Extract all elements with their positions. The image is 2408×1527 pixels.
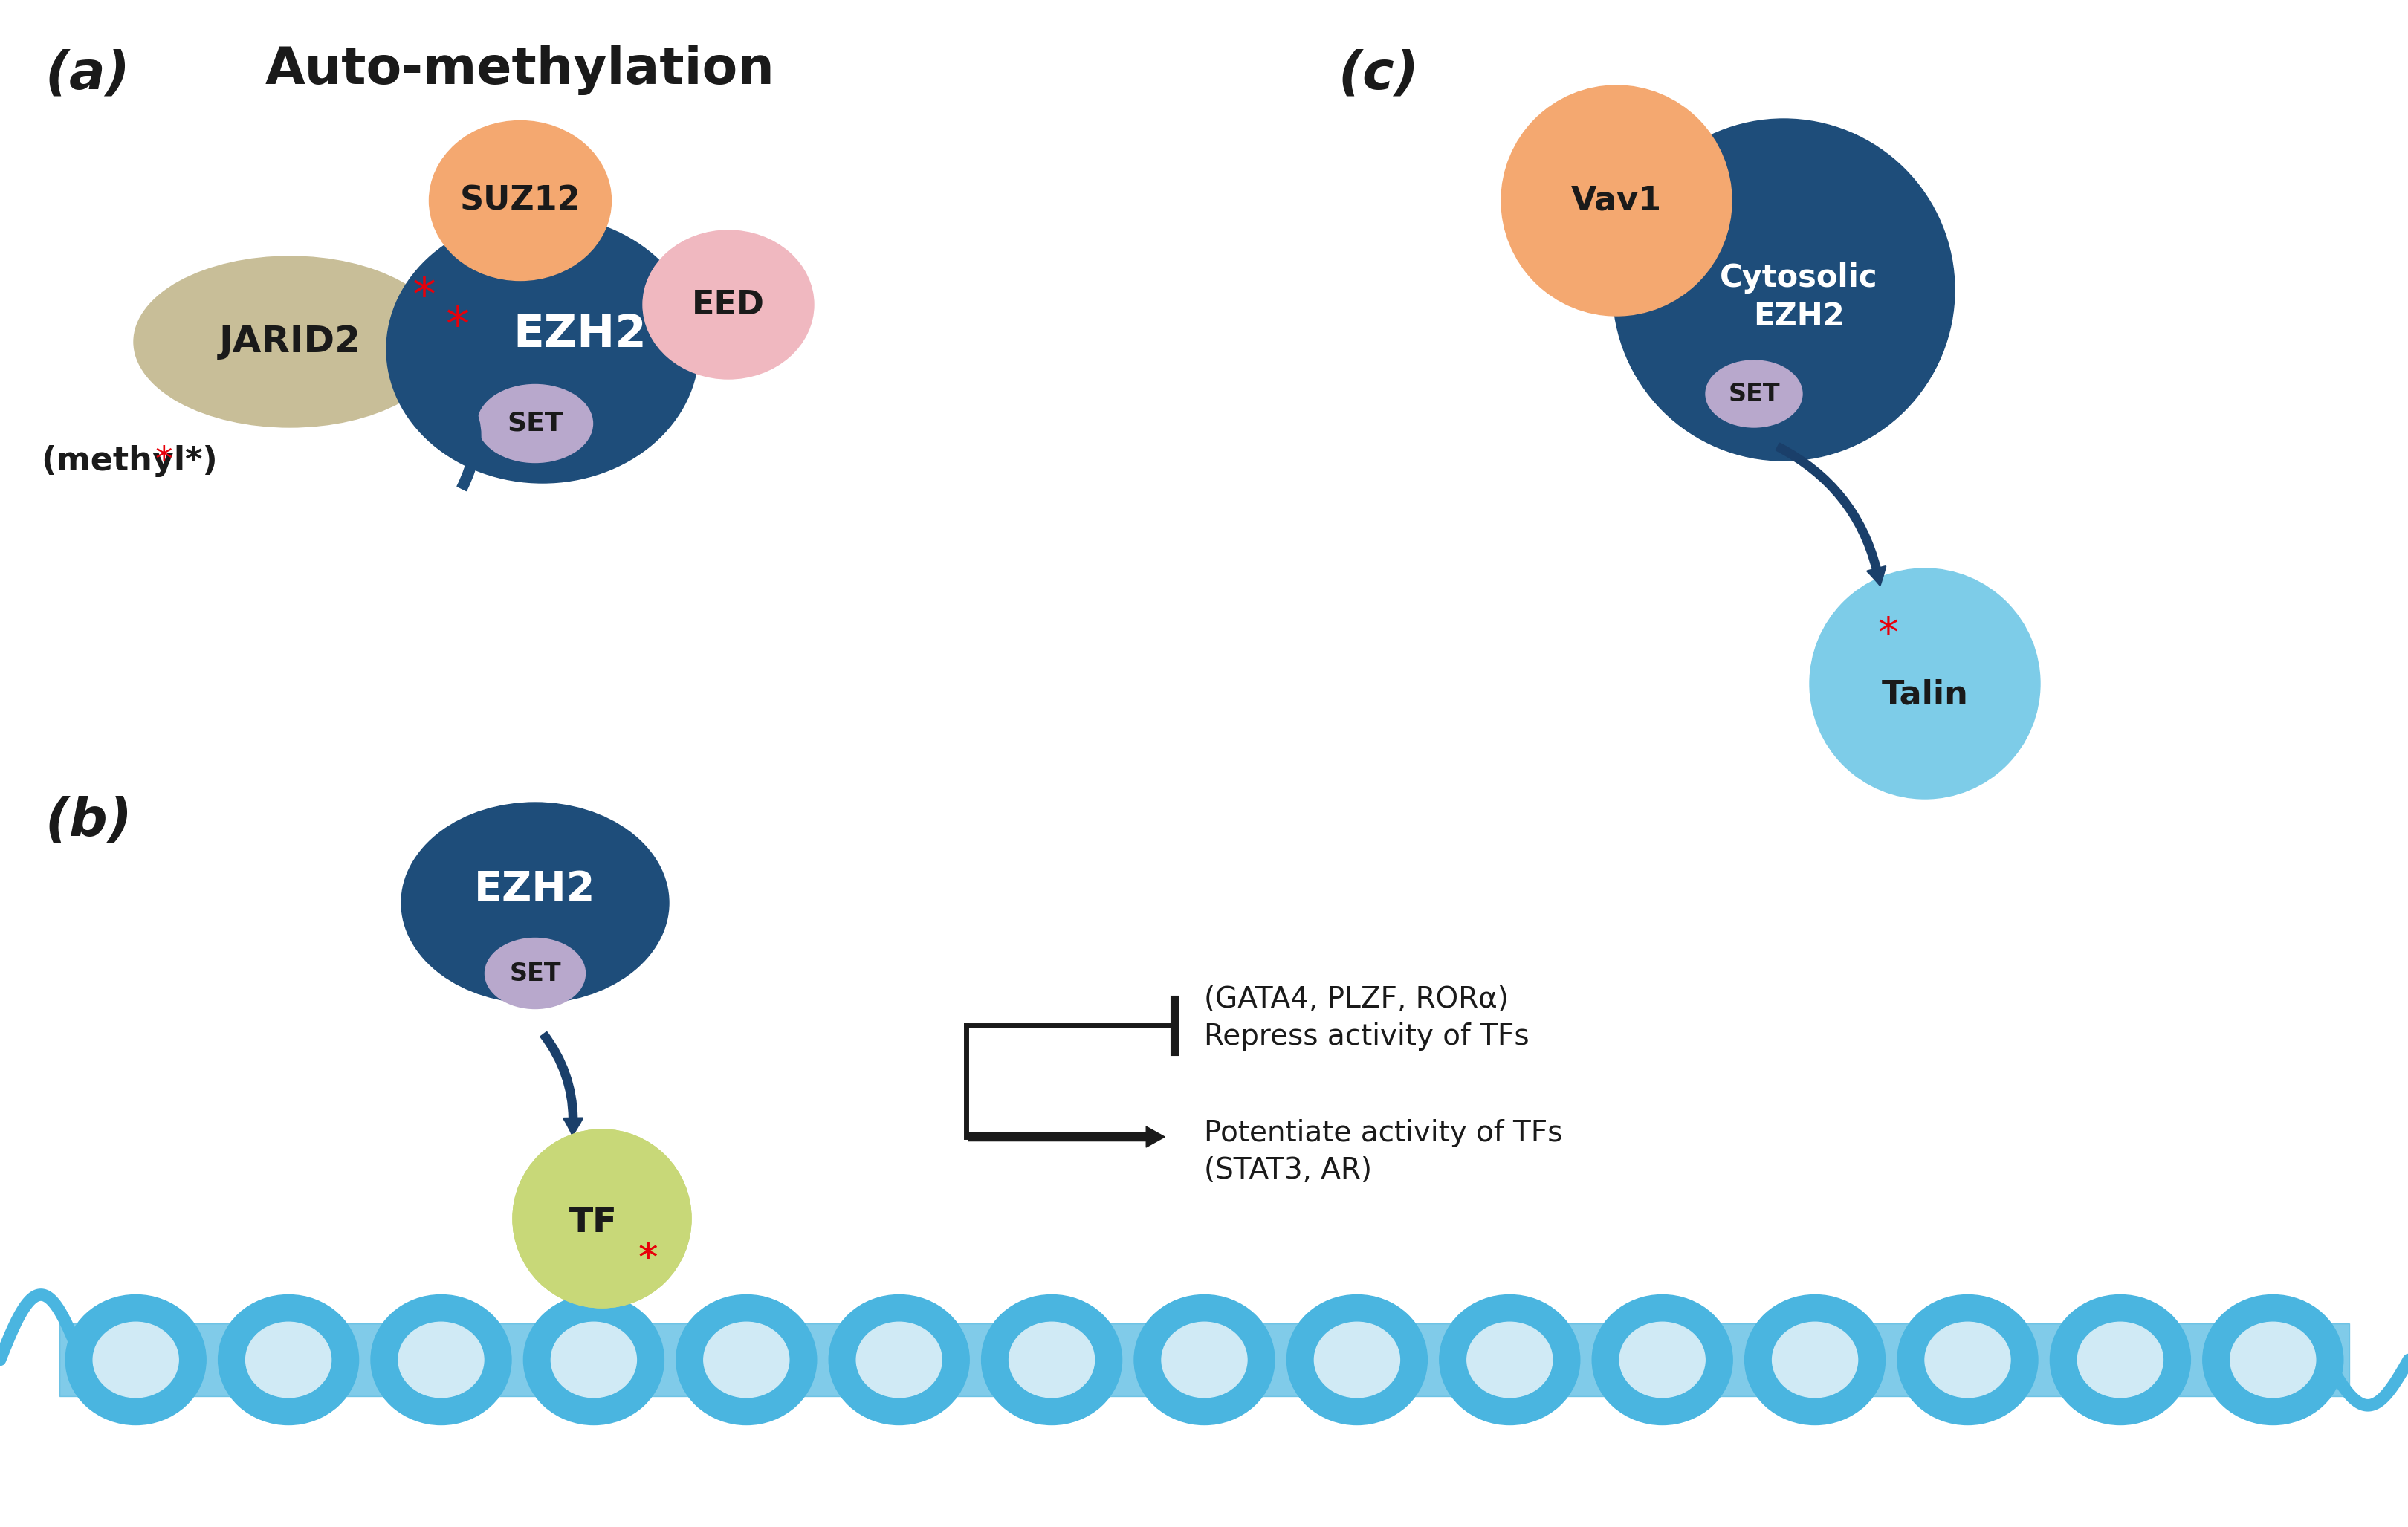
Text: SET: SET	[1727, 382, 1780, 406]
Text: TF: TF	[568, 1206, 616, 1238]
Text: Talin: Talin	[1881, 680, 1967, 710]
Ellipse shape	[857, 1322, 942, 1397]
Ellipse shape	[1592, 1295, 1731, 1425]
Ellipse shape	[429, 121, 612, 281]
Ellipse shape	[477, 385, 592, 463]
Ellipse shape	[2201, 1295, 2343, 1425]
Ellipse shape	[1743, 1295, 1885, 1425]
Text: *: *	[154, 444, 173, 478]
Text: SET: SET	[508, 411, 563, 437]
Ellipse shape	[643, 231, 814, 379]
Text: *: *	[412, 275, 436, 321]
Text: (a): (a)	[46, 49, 130, 99]
Ellipse shape	[65, 1295, 207, 1425]
Ellipse shape	[703, 1322, 790, 1397]
Text: (c): (c)	[1336, 49, 1418, 99]
Text: EZH2: EZH2	[474, 869, 595, 910]
Ellipse shape	[1924, 1322, 2011, 1397]
Ellipse shape	[513, 1130, 691, 1307]
Text: EED: EED	[691, 289, 763, 321]
Text: *: *	[445, 304, 470, 350]
Text: EZH2: EZH2	[513, 313, 645, 356]
Ellipse shape	[397, 1322, 484, 1397]
Text: *: *	[638, 1240, 657, 1278]
FancyBboxPatch shape	[60, 1324, 2348, 1396]
Text: Cytosolic
EZH2: Cytosolic EZH2	[1719, 263, 1876, 331]
Text: SET: SET	[508, 960, 561, 985]
Ellipse shape	[484, 938, 585, 1009]
Ellipse shape	[1134, 1295, 1274, 1425]
Ellipse shape	[2049, 1295, 2189, 1425]
Ellipse shape	[1440, 1295, 1580, 1425]
FancyArrowPatch shape	[1775, 443, 1885, 585]
Ellipse shape	[677, 1295, 816, 1425]
Ellipse shape	[402, 803, 669, 1003]
Text: *: *	[638, 1240, 657, 1278]
Ellipse shape	[1466, 1322, 1551, 1397]
Ellipse shape	[1613, 119, 1953, 461]
Ellipse shape	[1500, 86, 1731, 316]
Ellipse shape	[513, 1130, 691, 1307]
FancyArrowPatch shape	[414, 363, 482, 490]
Ellipse shape	[246, 1322, 330, 1397]
Text: Potentiate activity of TFs
(STAT3, AR): Potentiate activity of TFs (STAT3, AR)	[1204, 1119, 1563, 1185]
Text: Vav1: Vav1	[1570, 185, 1662, 217]
Ellipse shape	[135, 257, 445, 428]
Ellipse shape	[523, 1295, 665, 1425]
Text: *: *	[1876, 615, 1898, 655]
Ellipse shape	[828, 1295, 968, 1425]
Text: JARID2: JARID2	[219, 324, 361, 360]
Ellipse shape	[94, 1322, 178, 1397]
Ellipse shape	[1009, 1322, 1093, 1397]
Ellipse shape	[1808, 568, 2040, 799]
Ellipse shape	[980, 1295, 1122, 1425]
Ellipse shape	[1772, 1322, 1857, 1397]
Ellipse shape	[1618, 1322, 1705, 1397]
Ellipse shape	[1705, 360, 1801, 428]
Text: (GATA4, PLZF, RORα)
Repress activity of TFs: (GATA4, PLZF, RORα) Repress activity of …	[1204, 985, 1529, 1051]
FancyArrowPatch shape	[542, 1032, 583, 1135]
Text: (b): (b)	[46, 796, 132, 846]
Ellipse shape	[2230, 1322, 2314, 1397]
Ellipse shape	[1898, 1295, 2037, 1425]
FancyArrowPatch shape	[968, 1127, 1165, 1147]
Ellipse shape	[385, 215, 698, 483]
Text: SUZ12: SUZ12	[460, 185, 580, 217]
Ellipse shape	[219, 1295, 359, 1425]
Ellipse shape	[1315, 1322, 1399, 1397]
Ellipse shape	[2078, 1322, 2162, 1397]
Ellipse shape	[551, 1322, 636, 1397]
Text: Auto-methylation: Auto-methylation	[265, 44, 775, 95]
Ellipse shape	[371, 1295, 510, 1425]
Ellipse shape	[1286, 1295, 1428, 1425]
Text: (methyl*): (methyl*)	[41, 444, 217, 476]
Ellipse shape	[1161, 1322, 1247, 1397]
Text: TF: TF	[568, 1206, 616, 1238]
